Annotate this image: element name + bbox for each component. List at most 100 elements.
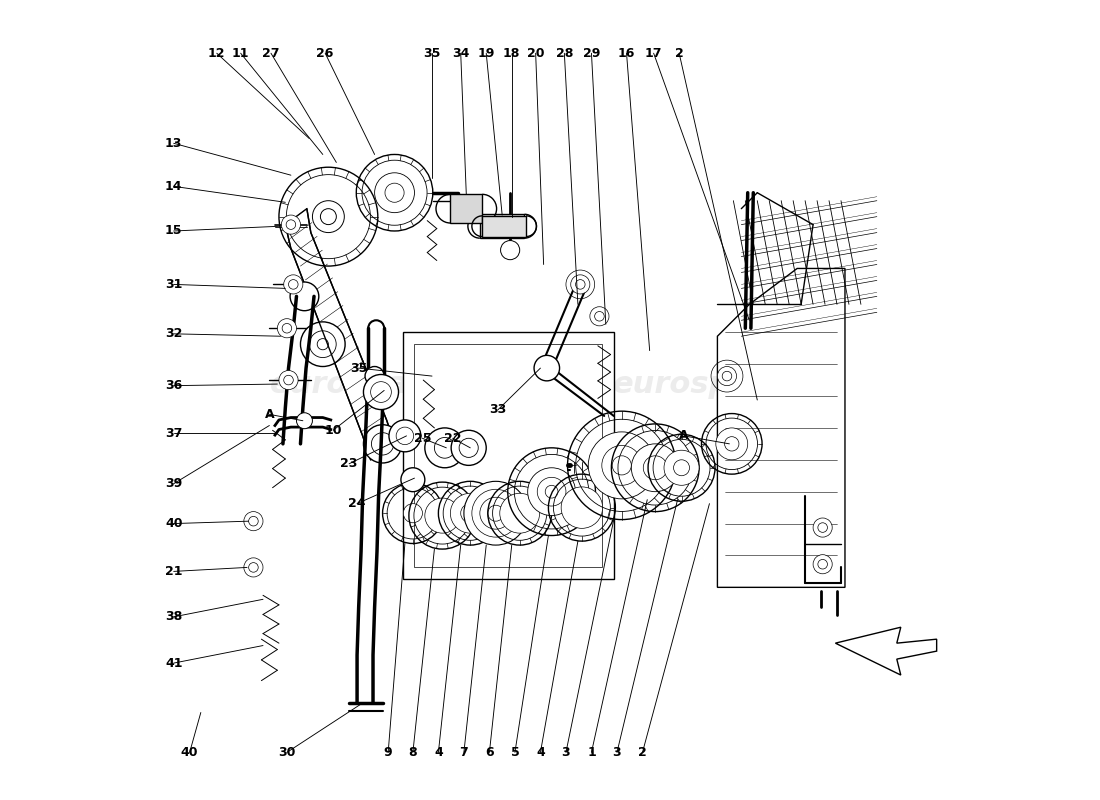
Circle shape (432, 506, 453, 526)
Circle shape (725, 437, 739, 451)
Circle shape (284, 275, 302, 294)
Circle shape (317, 338, 329, 350)
Text: 25: 25 (414, 432, 431, 445)
Text: 3: 3 (613, 746, 621, 759)
Circle shape (461, 504, 480, 522)
Text: 33: 33 (490, 403, 507, 416)
Circle shape (537, 478, 565, 506)
Text: 8: 8 (408, 746, 417, 759)
Text: 41: 41 (165, 657, 183, 670)
Circle shape (571, 275, 590, 294)
Text: 2: 2 (638, 746, 647, 759)
Circle shape (451, 430, 486, 466)
Circle shape (631, 444, 679, 492)
Text: 24: 24 (349, 497, 366, 510)
Text: 2: 2 (674, 46, 683, 60)
Text: 34: 34 (452, 46, 470, 60)
Polygon shape (835, 627, 937, 675)
Circle shape (480, 498, 512, 529)
Circle shape (716, 428, 748, 460)
Circle shape (389, 420, 421, 452)
Circle shape (363, 425, 402, 463)
Text: 13: 13 (165, 137, 183, 150)
Circle shape (371, 382, 392, 402)
Circle shape (818, 559, 827, 569)
FancyBboxPatch shape (480, 214, 525, 238)
Circle shape (813, 518, 833, 537)
Circle shape (309, 331, 337, 358)
Circle shape (425, 498, 460, 533)
Circle shape (277, 318, 297, 338)
Text: eurospares: eurospares (271, 370, 463, 398)
Text: 29: 29 (583, 46, 601, 60)
Text: 21: 21 (165, 565, 183, 578)
Circle shape (575, 280, 585, 289)
Circle shape (499, 494, 540, 533)
Text: 27: 27 (262, 46, 279, 60)
Text: 14: 14 (165, 180, 183, 193)
Text: 19: 19 (477, 46, 495, 60)
Polygon shape (717, 269, 845, 587)
Circle shape (459, 438, 478, 458)
Circle shape (450, 494, 491, 533)
Text: 4: 4 (536, 746, 544, 759)
Circle shape (813, 554, 833, 574)
Circle shape (664, 450, 700, 486)
Circle shape (613, 456, 631, 475)
Circle shape (818, 522, 827, 532)
Text: 5: 5 (510, 746, 519, 759)
Circle shape (300, 322, 345, 366)
Text: 4: 4 (434, 746, 443, 759)
Text: 12: 12 (208, 46, 226, 60)
Circle shape (595, 311, 604, 321)
Text: 11: 11 (232, 46, 250, 60)
Circle shape (590, 306, 609, 326)
Circle shape (244, 512, 263, 530)
Text: 28: 28 (556, 46, 573, 60)
Text: eurospares: eurospares (613, 370, 806, 398)
Circle shape (249, 516, 258, 526)
Text: 6: 6 (485, 746, 494, 759)
Circle shape (588, 432, 656, 499)
Text: 9: 9 (384, 746, 393, 759)
Circle shape (723, 371, 732, 381)
Circle shape (288, 280, 298, 289)
Text: 30: 30 (278, 746, 296, 759)
Text: A: A (679, 430, 689, 442)
Circle shape (363, 374, 398, 410)
Circle shape (535, 355, 560, 381)
Circle shape (528, 468, 575, 515)
Circle shape (717, 366, 737, 386)
Circle shape (320, 209, 337, 225)
Circle shape (464, 482, 528, 545)
Circle shape (249, 562, 258, 572)
Text: 15: 15 (165, 225, 183, 238)
Polygon shape (285, 209, 395, 460)
Text: 35: 35 (350, 362, 367, 374)
Circle shape (487, 506, 504, 521)
Text: 35: 35 (424, 46, 441, 60)
Text: 18: 18 (503, 46, 520, 60)
Circle shape (372, 433, 394, 455)
Text: 40: 40 (180, 746, 198, 759)
FancyBboxPatch shape (403, 332, 614, 579)
Text: 32: 32 (165, 327, 183, 340)
Text: 31: 31 (165, 278, 183, 291)
Circle shape (244, 558, 263, 577)
Text: 23: 23 (340, 458, 358, 470)
Text: 7: 7 (460, 746, 469, 759)
Circle shape (434, 438, 455, 458)
Circle shape (673, 460, 690, 476)
Circle shape (385, 183, 404, 202)
Text: 16: 16 (618, 46, 635, 60)
Circle shape (365, 366, 384, 386)
Text: 37: 37 (165, 427, 183, 440)
Text: 20: 20 (527, 46, 544, 60)
Circle shape (644, 456, 668, 480)
Circle shape (561, 487, 603, 528)
Text: 10: 10 (324, 424, 342, 437)
Circle shape (472, 490, 519, 537)
Text: 40: 40 (165, 517, 183, 530)
Text: 3: 3 (562, 746, 570, 759)
Circle shape (425, 428, 464, 468)
